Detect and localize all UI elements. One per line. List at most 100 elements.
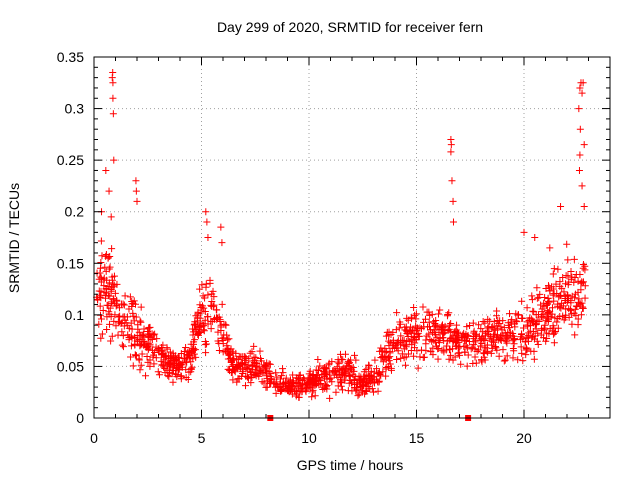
- data-point: [471, 353, 479, 361]
- data-point: [366, 385, 374, 393]
- data-point: [403, 330, 411, 338]
- data-point: [521, 338, 529, 346]
- data-point: [481, 332, 489, 340]
- data-point: [559, 312, 567, 320]
- data-point: [564, 272, 572, 280]
- data-point: [385, 331, 393, 339]
- data-point: [544, 309, 552, 317]
- data-point: [543, 329, 551, 337]
- data-point: [149, 331, 157, 339]
- data-point: [127, 353, 135, 361]
- data-point: [242, 382, 250, 390]
- data-point: [419, 303, 427, 311]
- data-point: [579, 304, 587, 312]
- data-point: [229, 365, 237, 373]
- data-point: [284, 387, 292, 395]
- data-point: [263, 370, 271, 378]
- data-point: [393, 356, 401, 364]
- data-point: [160, 361, 168, 369]
- x-tick-label: 0: [90, 430, 98, 446]
- data-point: [548, 327, 556, 335]
- data-point: [410, 304, 418, 312]
- data-point: [535, 294, 543, 302]
- data-point: [165, 359, 173, 367]
- data-point: [112, 302, 120, 310]
- data-point: [493, 312, 501, 320]
- data-point: [337, 382, 345, 390]
- data-point: [277, 386, 285, 394]
- data-point: [575, 166, 583, 174]
- data-point: [497, 332, 505, 340]
- data-point: [171, 370, 179, 378]
- data-point: [246, 349, 254, 357]
- data-point: [404, 316, 412, 324]
- data-point: [519, 324, 527, 332]
- data-point: [107, 337, 115, 345]
- data-point: [375, 377, 383, 385]
- data-point: [497, 336, 505, 344]
- data-point: [550, 265, 558, 273]
- x-tick-label: 5: [198, 430, 206, 446]
- data-point: [529, 307, 537, 315]
- data-point: [289, 383, 297, 391]
- data-point: [397, 332, 405, 340]
- data-point: [470, 340, 478, 348]
- data-point: [552, 280, 560, 288]
- data-point: [369, 388, 377, 396]
- data-point: [189, 325, 197, 333]
- data-point: [201, 341, 209, 349]
- data-point: [533, 284, 541, 292]
- data-point: [563, 291, 571, 299]
- data-point: [234, 361, 242, 369]
- data-point: [152, 354, 160, 362]
- data-point: [223, 331, 231, 339]
- data-point: [305, 370, 313, 378]
- data-point: [204, 320, 212, 328]
- data-point: [178, 363, 186, 371]
- data-point: [260, 379, 268, 387]
- data-point: [201, 308, 209, 316]
- data-point: [191, 336, 199, 344]
- data-point: [447, 148, 455, 156]
- data-point: [177, 372, 185, 380]
- data-point: [135, 356, 143, 364]
- data-point: [127, 342, 135, 350]
- data-point: [289, 371, 297, 379]
- data-point: [425, 318, 433, 326]
- data-point: [485, 328, 493, 336]
- data-point: [111, 311, 119, 319]
- data-point: [326, 375, 334, 383]
- data-point: [518, 349, 526, 357]
- data-point: [192, 312, 200, 320]
- data-point: [549, 322, 557, 330]
- data-point: [362, 379, 370, 387]
- data-point: [410, 352, 418, 360]
- y-tick-label: 0.1: [65, 307, 85, 323]
- data-point: [555, 293, 563, 301]
- data-point: [142, 343, 150, 351]
- plot-frame: [93, 56, 611, 419]
- data-point: [556, 303, 564, 311]
- data-point: [245, 365, 253, 373]
- data-point: [116, 312, 124, 320]
- data-point: [201, 294, 209, 302]
- data-point: [335, 360, 343, 368]
- data-point: [103, 326, 111, 334]
- data-point: [143, 352, 151, 360]
- data-point: [463, 362, 471, 370]
- data-point: [550, 297, 558, 305]
- data-point: [222, 321, 230, 329]
- data-point: [574, 298, 582, 306]
- data-point: [554, 265, 562, 273]
- data-point: [146, 342, 154, 350]
- data-point: [218, 239, 226, 247]
- data-point: [279, 382, 287, 390]
- data-point: [345, 359, 353, 367]
- data-point: [239, 366, 247, 374]
- data-point: [268, 375, 276, 383]
- data-point: [96, 293, 104, 301]
- data-point: [580, 203, 588, 211]
- data-point: [461, 333, 469, 341]
- data-point: [336, 350, 344, 358]
- data-point: [529, 328, 537, 336]
